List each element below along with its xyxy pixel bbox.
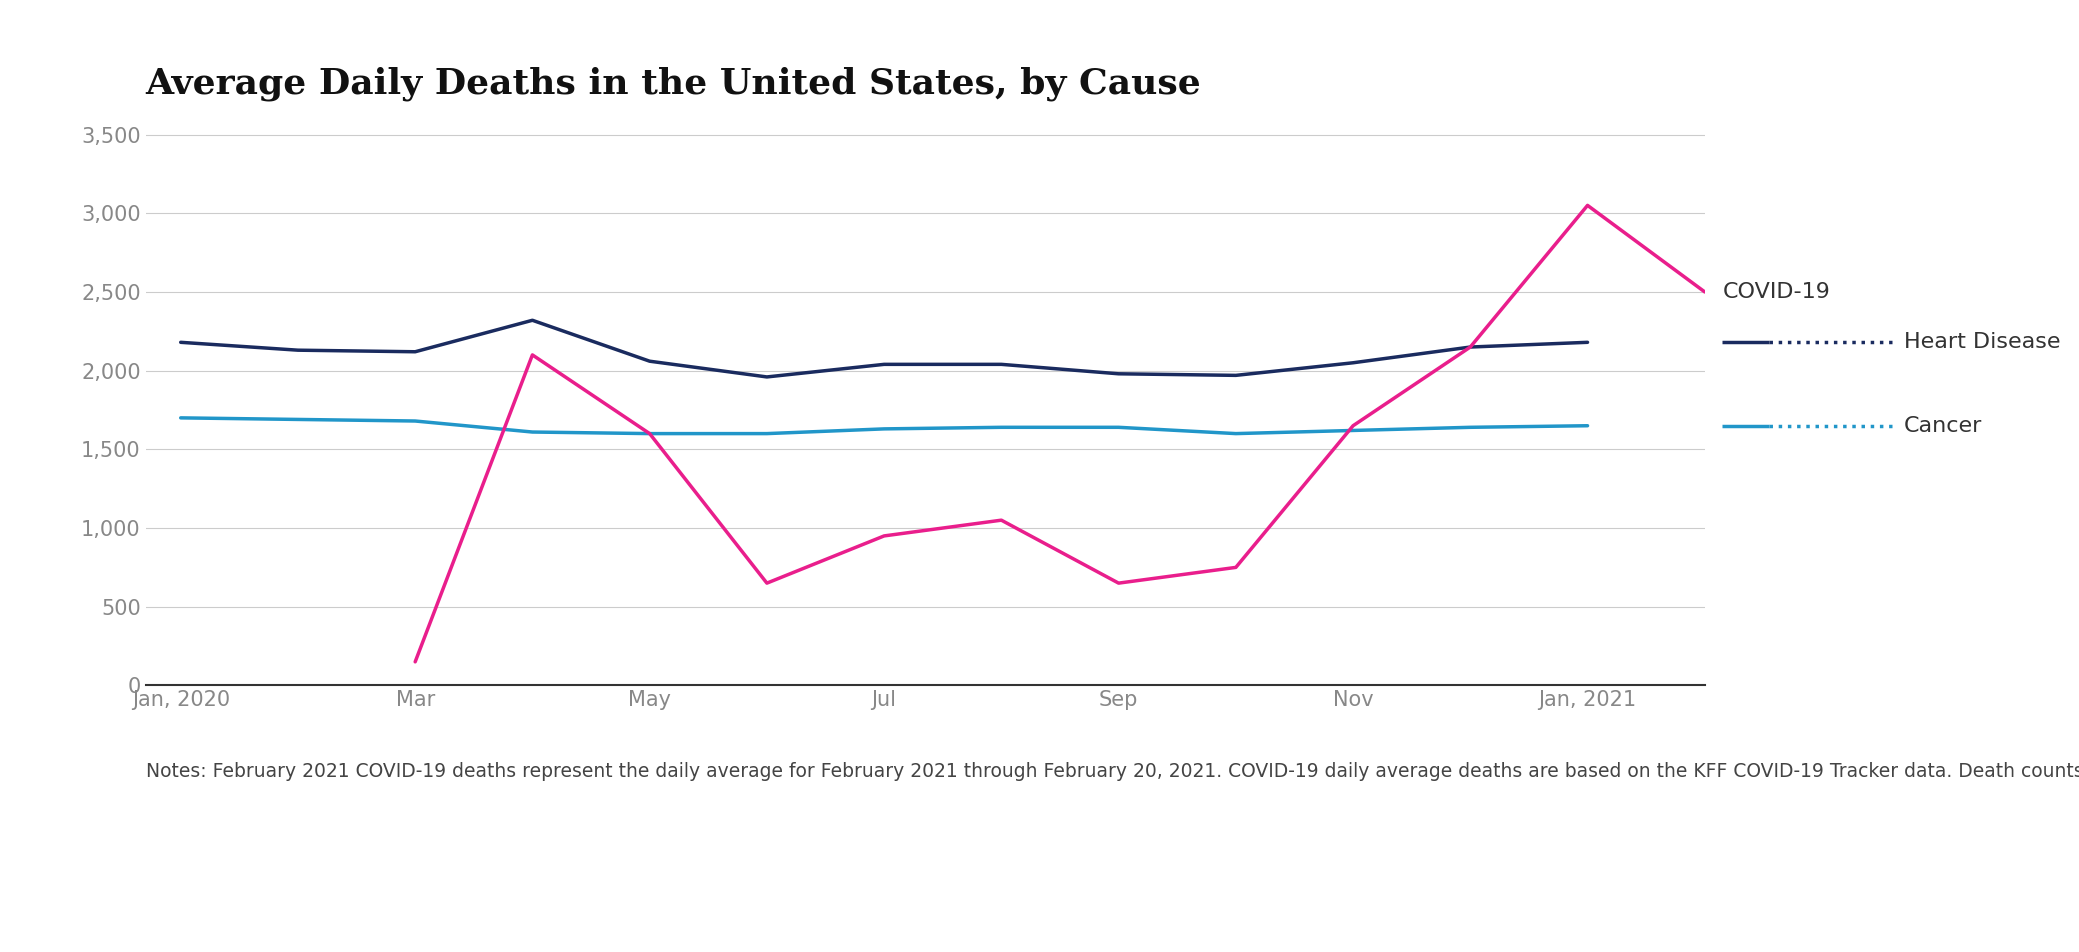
Text: Cancer: Cancer (1904, 416, 1983, 436)
Text: COVID-19: COVID-19 (1721, 282, 1830, 302)
Text: Heart Disease: Heart Disease (1904, 332, 2060, 352)
Text: Average Daily Deaths in the United States, by Cause: Average Daily Deaths in the United State… (146, 67, 1202, 101)
Text: Notes: February 2021 COVID-19 deaths represent the daily average for February 20: Notes: February 2021 COVID-19 deaths rep… (146, 762, 2079, 781)
